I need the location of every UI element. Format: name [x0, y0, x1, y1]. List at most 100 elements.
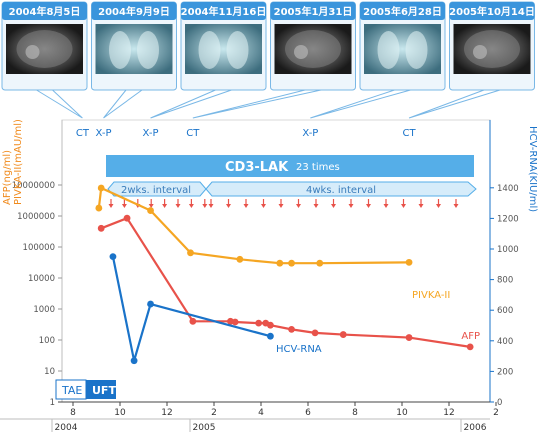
thumbnail-callout-line	[103, 89, 143, 119]
dose-arrow-head	[202, 204, 208, 208]
thumbnail-4: 2005年1月31日	[270, 1, 356, 91]
data-point-pivka-ii	[97, 184, 105, 192]
data-point-afp	[311, 329, 319, 337]
dose-arrow-head	[366, 204, 371, 208]
tae-label: TAE	[61, 384, 82, 397]
left-tick-label: 10000	[28, 274, 55, 284]
xray-left-lung	[109, 31, 131, 69]
exam-marker-label: X-P	[96, 128, 112, 139]
right-tick-label: 1400	[497, 184, 519, 194]
left-axis-ticks: 1 10 100 1000 10000 100000 1000000 10000000	[12, 181, 62, 408]
dose-arrow-head	[108, 204, 114, 208]
dose-arrow-head	[331, 204, 336, 208]
data-point-pivka-ii	[316, 259, 324, 267]
dose-arrow-head	[278, 204, 284, 208]
data-point-afp	[189, 317, 197, 325]
data-point-afp	[267, 321, 274, 329]
x-tick-label: 8	[70, 408, 76, 418]
left-tick-label: 1000	[33, 305, 55, 315]
x-tick-label: 12	[161, 408, 172, 418]
data-point-pivka-ii	[95, 204, 103, 212]
dose-arrow-head	[243, 204, 249, 208]
thumbnail-header	[91, 2, 177, 20]
data-point-pivka-ii	[276, 259, 284, 267]
thumbnail-callout-line	[310, 89, 411, 119]
thumbnail-callout-line	[150, 89, 232, 119]
ct-body-outline	[285, 30, 341, 68]
thumbnail-1: 2004年8月5日	[1, 1, 88, 91]
right-axis-ticks: 0 200 400 600 800 1000 1200 1400	[490, 184, 519, 408]
x-tick-label: 2	[211, 408, 217, 418]
dose-arrow-head	[453, 204, 459, 208]
chest-xray-image	[364, 24, 441, 74]
right-tick-label: 1000	[497, 245, 519, 255]
thumbnail-date: 2004年9月9日	[98, 5, 170, 18]
year-label: 2006	[464, 423, 487, 432]
x-tick-label: 10	[396, 408, 408, 418]
series-line-hcv-rna	[111, 256, 271, 362]
chest-xray-image	[95, 24, 173, 74]
left-tick-label: 1000000	[17, 212, 55, 222]
data-point-afp	[255, 319, 263, 327]
year-label: 2004	[55, 423, 78, 432]
thumbnail-date: 2005年6月28日	[363, 5, 442, 18]
xray-right-lung	[137, 31, 159, 69]
dose-arrow-head	[121, 204, 127, 208]
data-point-pivka-ii	[187, 249, 194, 257]
data-point-afp	[231, 318, 239, 326]
right-tick-label: 0	[497, 398, 502, 408]
ct-liver-region	[294, 45, 308, 59]
exam-marker-label: CT	[76, 128, 90, 139]
data-point-pivka-ii	[147, 207, 154, 214]
data-point-afp	[123, 214, 131, 222]
thumbnail-2: 2004年9月9日	[91, 1, 177, 91]
thumbnail-header	[2, 2, 87, 20]
dose-arrows	[108, 199, 459, 208]
thumbnail-header	[360, 2, 445, 20]
data-point-pivka-ii	[405, 258, 413, 266]
thumbnail-header	[181, 2, 266, 20]
thumbnail-date: 2005年10月14日	[449, 5, 535, 18]
dose-arrow-head	[401, 204, 406, 208]
x-tick-label: 10	[114, 408, 126, 418]
data-point-afp	[97, 224, 105, 232]
uft-label: UFT	[92, 384, 116, 397]
dose-arrow-head	[348, 204, 354, 208]
series-label-hcv-rna: HCV-RNA	[276, 344, 322, 355]
data-point-pivka-ii	[288, 259, 295, 267]
ct-body-outline	[16, 30, 73, 68]
thumbnail-date: 2004年8月5日	[9, 5, 81, 18]
cd3-lak-times: 23 times	[296, 162, 340, 173]
dose-arrow-head	[208, 204, 214, 208]
dose-arrow-head	[175, 204, 181, 208]
data-point-hcv-rna	[130, 357, 138, 365]
thumbnail-callout-line	[36, 89, 83, 119]
dose-arrow-head	[226, 204, 231, 208]
left-tick-label: 100	[39, 336, 55, 346]
right-tick-label: 800	[497, 276, 513, 286]
right-axis-title: HCV-RNA(KIU/ml)	[527, 126, 538, 212]
right-tick-label: 200	[497, 367, 513, 377]
dose-arrow-head	[418, 204, 424, 208]
data-point-hcv-rna	[147, 300, 154, 308]
data-point-afp	[405, 334, 413, 341]
thumbnail-callout-line	[408, 89, 501, 119]
right-tick-label: 1200	[497, 214, 519, 224]
ct-liver-region	[473, 45, 487, 59]
data-point-pivka-ii	[236, 255, 244, 263]
cd3-lak-label: CD3-LAK	[225, 160, 289, 175]
dose-arrow-head	[436, 204, 441, 208]
dose-arrow-head	[261, 204, 266, 208]
thumbnail-header	[449, 2, 535, 20]
x-tick-label: 6	[305, 408, 311, 418]
dose-arrow-head	[313, 204, 319, 208]
dose-arrow-head	[296, 204, 301, 208]
left-tick-label: 10	[44, 367, 55, 377]
thumbnail-5: 2005年6月28日	[359, 1, 446, 91]
thumbnail-callout-line	[192, 89, 322, 119]
year-labels: 2004 2005 2006	[51, 419, 487, 433]
dose-arrow-head	[188, 204, 194, 208]
x-tick-label: 12	[443, 408, 454, 418]
